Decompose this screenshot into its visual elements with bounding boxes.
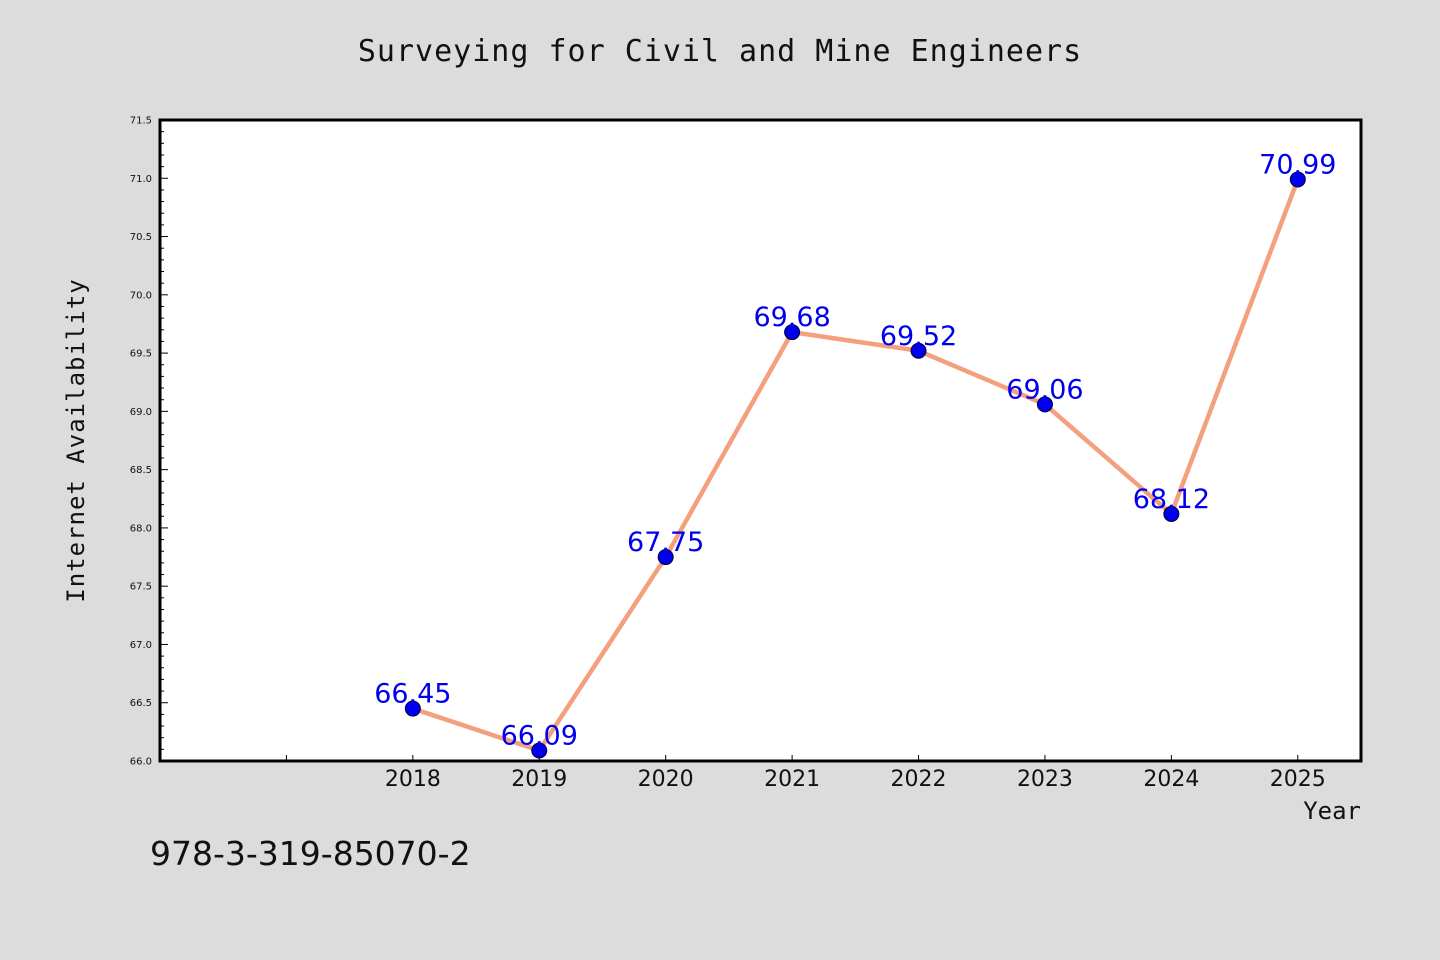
data-label: 67.75 xyxy=(627,527,704,558)
y-tick-label: 66.0 xyxy=(130,757,152,768)
data-point-marker xyxy=(1036,396,1053,413)
x-tick-label: 2019 xyxy=(511,767,567,792)
x-tick-label: 2022 xyxy=(891,767,947,792)
y-tick-label: 71.5 xyxy=(130,116,152,127)
y-tick-label: 70.5 xyxy=(130,232,152,243)
y-axis-label: Internet Availability xyxy=(62,278,90,602)
y-tick-label: 68.0 xyxy=(130,523,152,534)
plot-border xyxy=(158,118,1363,763)
data-point-marker xyxy=(404,700,421,717)
data-label: 70.99 xyxy=(1259,149,1336,180)
chart-title: Surveying for Civil and Mine Engineers xyxy=(357,34,1083,69)
data-point-marker xyxy=(531,742,548,759)
x-tick-label: 2023 xyxy=(1017,767,1073,792)
data-label: 69.68 xyxy=(753,302,830,333)
y-tick-label: 70.0 xyxy=(130,290,152,301)
y-tick-label: 67.5 xyxy=(130,582,152,593)
y-tick-label: 69.0 xyxy=(130,407,152,418)
data-point-marker xyxy=(1289,171,1306,188)
x-tick-label: 2018 xyxy=(385,767,441,792)
footer-id-text: 978-3-319-85070-2 xyxy=(150,834,471,873)
data-label: 66.09 xyxy=(501,721,578,752)
data-label: 69.52 xyxy=(880,321,957,352)
y-tick-label: 69.5 xyxy=(130,349,152,360)
x-tick-label: 2025 xyxy=(1270,767,1326,792)
data-label: 69.06 xyxy=(1006,374,1083,405)
y-tick-label: 68.5 xyxy=(130,465,152,476)
data-label: 68.12 xyxy=(1133,484,1210,515)
plot-area xyxy=(160,120,1361,761)
data-point-marker xyxy=(910,342,927,359)
series-line xyxy=(410,177,1301,753)
y-tick-label: 71.0 xyxy=(130,174,152,185)
x-tick-label: 2020 xyxy=(638,767,694,792)
x-tick-label: 2024 xyxy=(1143,767,1199,792)
data-label: 66.45 xyxy=(374,679,451,710)
data-point-marker xyxy=(784,324,801,341)
x-tick-label: 2021 xyxy=(764,767,820,792)
x-axis-label: Year xyxy=(1303,797,1361,825)
data-point-marker xyxy=(1163,505,1180,522)
data-point-marker xyxy=(657,549,674,566)
y-tick-label: 67.0 xyxy=(130,640,152,651)
y-tick-label: 66.5 xyxy=(130,698,152,709)
